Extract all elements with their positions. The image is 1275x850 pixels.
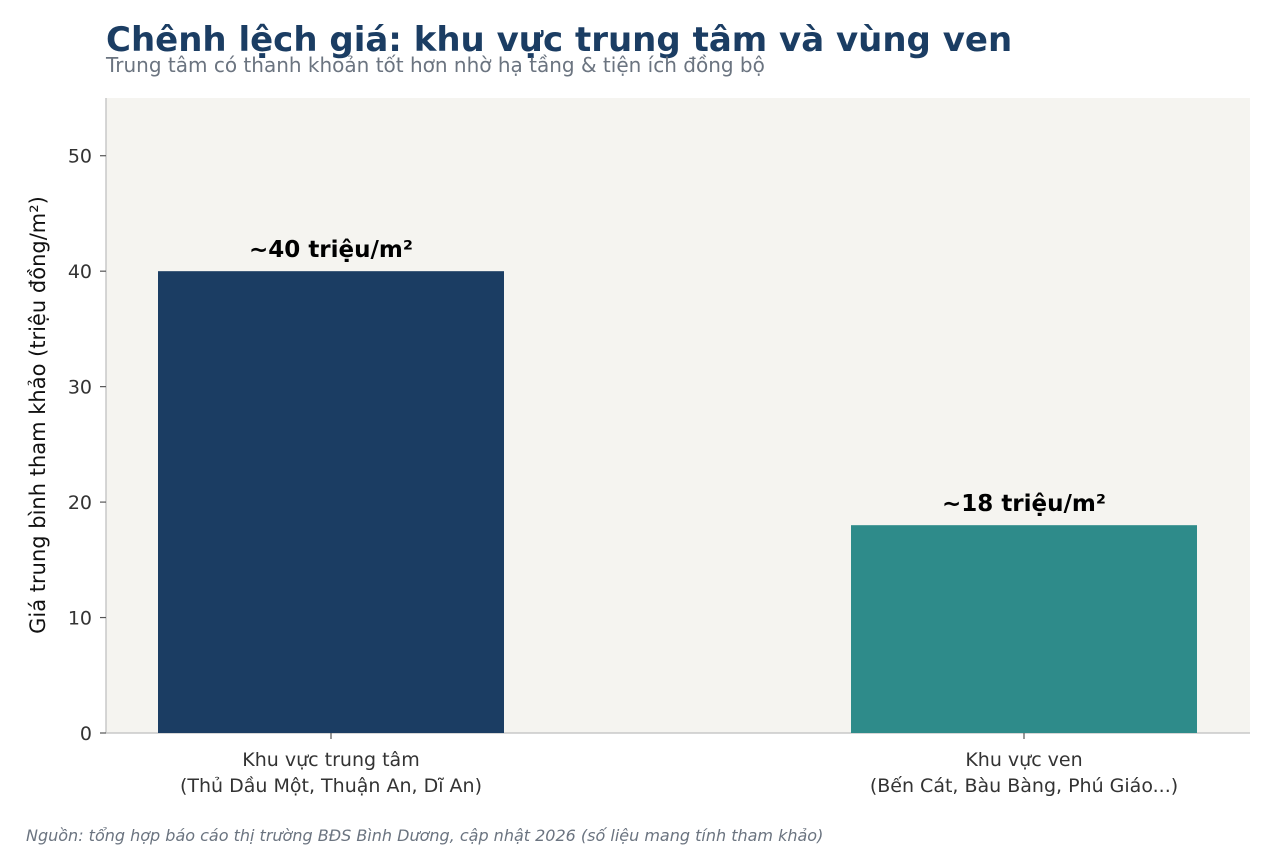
x-category-label: Khu vực ven xyxy=(965,749,1082,771)
y-tick-label: 50 xyxy=(68,146,92,168)
bar-2 xyxy=(851,525,1197,733)
y-tick-label: 10 xyxy=(68,608,92,630)
x-category-label: Khu vực trung tâm xyxy=(242,749,419,771)
y-tick-label: 40 xyxy=(68,261,92,283)
y-tick-label: 0 xyxy=(80,723,92,745)
x-category-label: (Thủ Dầu Một, Thuận An, Dĩ An) xyxy=(180,775,482,797)
chart-title: Chênh lệch giá: khu vực trung tâm và vùn… xyxy=(106,20,1013,60)
bar-data-label: ~40 triệu/m² xyxy=(249,237,413,263)
y-axis-label: Giá trung bình tham khảo (triệu đồng/m²) xyxy=(26,196,50,634)
chart-subtitle: Trung tâm có thanh khoản tốt hơn nhờ hạ … xyxy=(106,53,765,77)
source-note: Nguồn: tổng hợp báo cáo thị trường BĐS B… xyxy=(26,826,824,845)
y-tick-label: 20 xyxy=(68,492,92,514)
x-category-label: (Bến Cát, Bàu Bàng, Phú Giáo...) xyxy=(870,775,1178,797)
bar-data-label: ~18 triệu/m² xyxy=(942,491,1106,517)
y-tick-label: 30 xyxy=(68,377,92,399)
bar-1 xyxy=(158,271,504,733)
